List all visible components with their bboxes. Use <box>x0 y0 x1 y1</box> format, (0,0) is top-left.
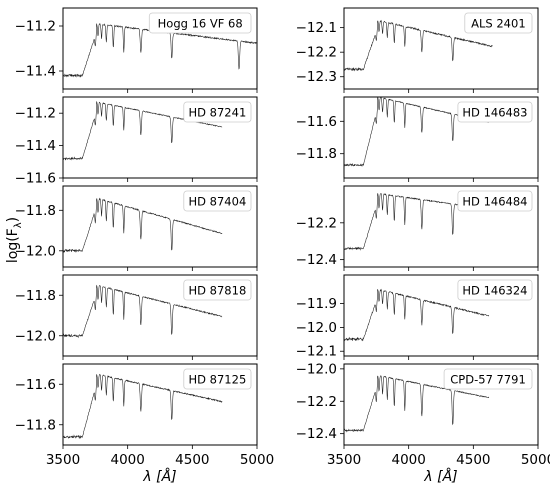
legend-label: ALS 2401 <box>471 17 526 31</box>
spectrum-line <box>344 19 493 72</box>
panel-hd-87404: −12.0 −11.8 HD 87404 <box>15 185 258 271</box>
legend-label: CPD-57 7791 <box>450 373 526 387</box>
panel-hd-146324: −12.1 −12.0 −11.9 HD 146324 <box>296 274 539 360</box>
y-tick-label: −11.2 <box>15 19 56 35</box>
legend-box <box>183 279 252 301</box>
legend-box <box>457 101 533 123</box>
y-tick-label: −11.6 <box>296 114 337 130</box>
x-tick-label: 5000 <box>521 452 550 468</box>
spectrum-line <box>63 284 223 339</box>
y-tick-label: −12.1 <box>296 20 337 36</box>
panel-cpd-57-7791: −12.4 −12.2 −12.0 3500 4000 4500 5000 CPD-57 77… <box>296 361 550 468</box>
panel-hd-146483: −11.8 −11.6 HD 146483 <box>296 96 539 182</box>
y-tick-label: −11.6 <box>15 377 56 393</box>
legend-label: Hogg 16 VF 68 <box>158 17 243 31</box>
spectrum-line <box>344 288 490 342</box>
legend-label: HD 87404 <box>189 195 247 209</box>
x-axis-label: λ [Å] <box>142 468 176 485</box>
legend-label: HD 146484 <box>462 195 527 209</box>
panel-hd-146484: −12.4 −12.2 HD 146484 <box>296 185 539 271</box>
x-axis-label: λ [Å] <box>423 468 457 485</box>
spectrum-line <box>344 375 490 433</box>
y-tick-label: −11.9 <box>296 296 337 312</box>
legend-box <box>183 190 252 212</box>
x-tick-label: 4500 <box>456 452 490 468</box>
panel-als-2401: −12.3 −12.2 −12.1 ALS 2401 <box>296 7 539 93</box>
legend-box <box>457 279 533 301</box>
y-tick-label: −11.6 <box>15 171 56 187</box>
y-tick-label: −11.2 <box>15 106 56 122</box>
y-tick-label: −12.2 <box>296 215 337 231</box>
legend-box <box>183 101 252 123</box>
y-tick-label: −11.8 <box>15 288 56 304</box>
y-tick-label: −12.3 <box>296 69 337 85</box>
panel-hd-87818: −12.0 −11.8 HD 87818 <box>15 274 258 360</box>
y-tick-label: −12.2 <box>296 394 337 410</box>
x-tick-label: 4000 <box>391 452 425 468</box>
y-tick-label: −11.8 <box>15 417 56 433</box>
legend-label: HD 87125 <box>189 373 247 387</box>
panel-hd-87125: −11.8 −11.6 3500 4000 4500 5000 HD 87125 <box>15 363 274 468</box>
x-tick-label: 5000 <box>240 452 274 468</box>
legend-box <box>464 12 533 34</box>
y-tick-label: −12.0 <box>15 328 56 344</box>
legend-box <box>443 368 533 390</box>
x-tick-label: 3500 <box>46 452 80 468</box>
legend-box <box>183 368 252 390</box>
y-axis-label: log(Fλ) <box>5 217 24 263</box>
spectrum-line <box>63 373 223 439</box>
y-tick-label: −12.4 <box>296 426 337 442</box>
y-tick-label: −12.0 <box>15 243 56 259</box>
legend-box <box>457 190 533 212</box>
y-tick-label: −12.2 <box>296 45 337 61</box>
y-tick-label: −12.0 <box>296 320 337 336</box>
spectrum-line <box>63 197 223 253</box>
x-tick-label: 4000 <box>110 452 144 468</box>
panel-hogg-16-vf-68: −11.4 −11.2 Hogg 16 VF 68 <box>15 7 258 93</box>
legend-label: HD 146483 <box>462 106 527 120</box>
y-tick-label: −12.0 <box>296 361 337 377</box>
panel-hd-87241: −11.6 −11.4 −11.2 HD 87241 <box>15 96 258 187</box>
y-tick-label: −11.8 <box>15 203 56 219</box>
legend-label: HD 87818 <box>189 284 247 298</box>
y-tick-label: −11.4 <box>15 138 56 154</box>
legend-label: HD 146324 <box>462 284 527 298</box>
x-tick-label: 3500 <box>327 452 361 468</box>
y-tick-label: −12.1 <box>296 344 337 360</box>
x-tick-label: 4500 <box>175 452 209 468</box>
legend-box <box>148 12 252 34</box>
legend-label: HD 87241 <box>189 106 247 120</box>
y-tick-label: −11.4 <box>15 64 56 80</box>
y-tick-label: −11.8 <box>296 146 337 162</box>
y-tick-label: −12.4 <box>296 252 337 268</box>
